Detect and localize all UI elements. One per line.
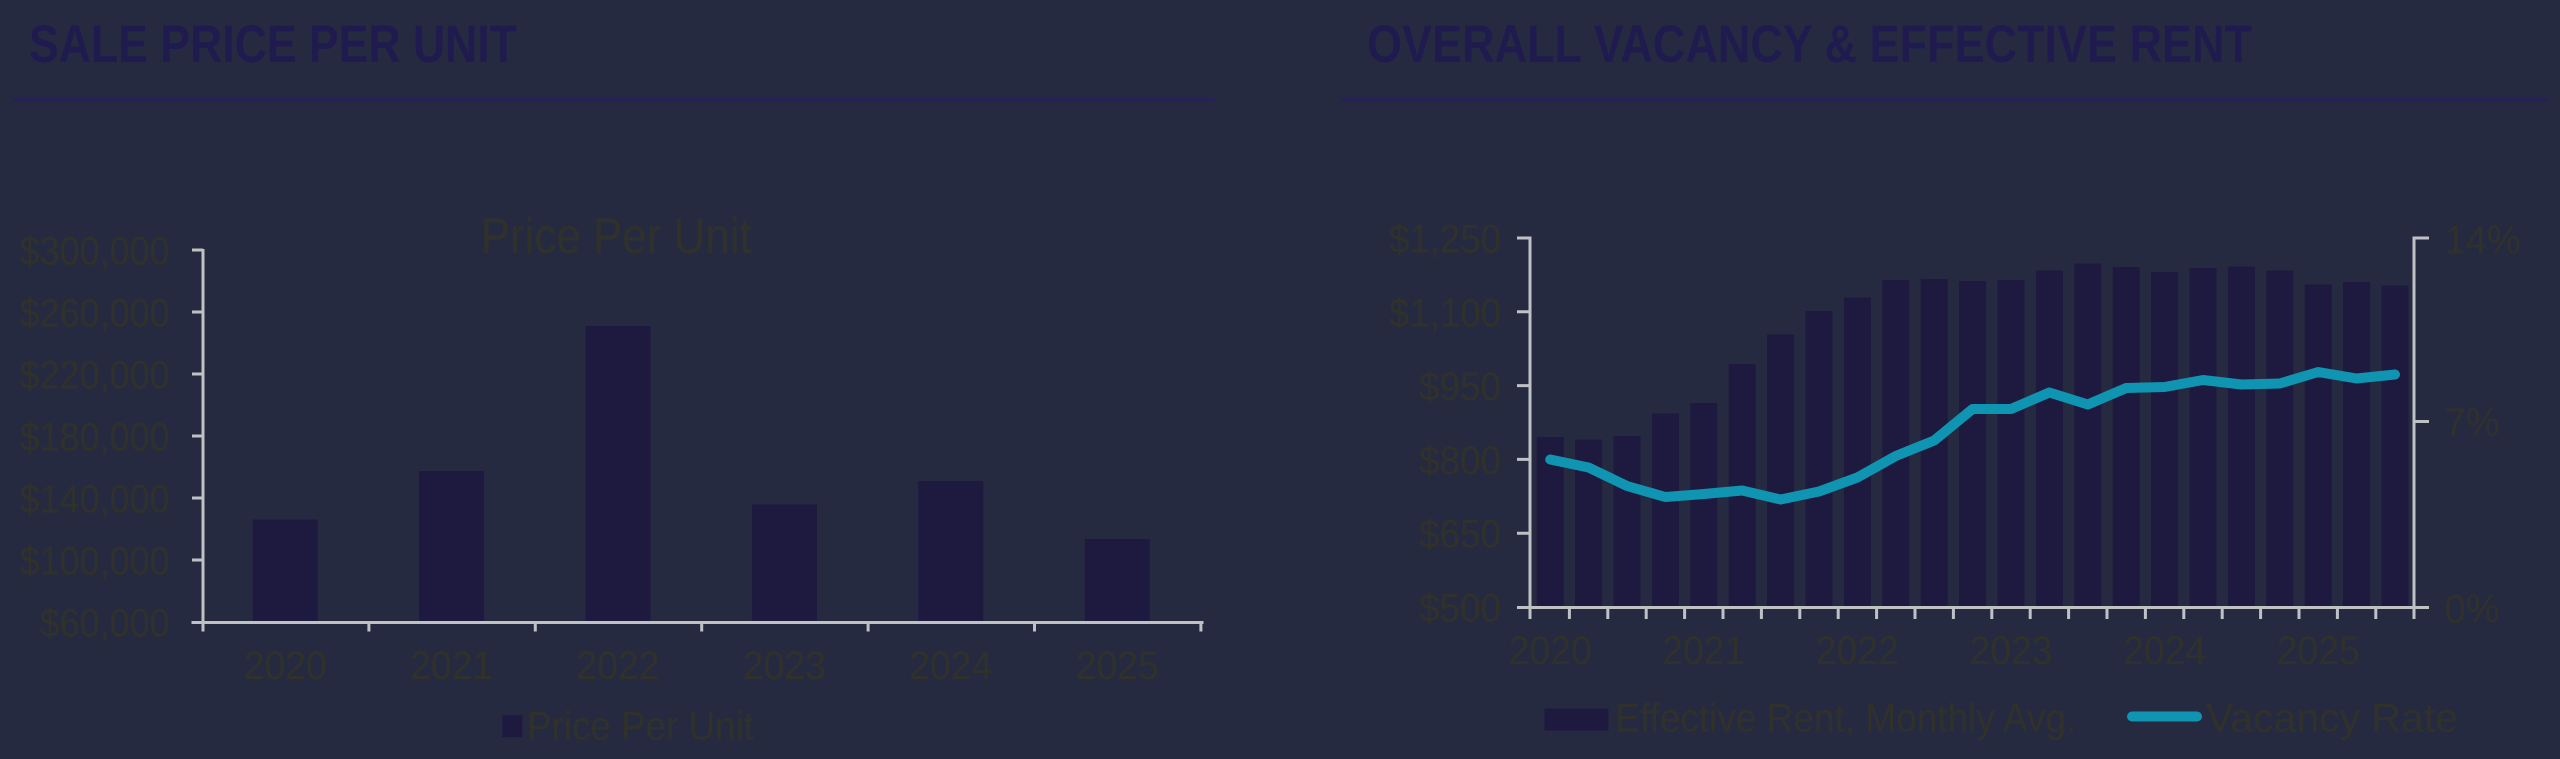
- svg-text:Vacancy Rate: Vacancy Rate: [2206, 697, 2458, 741]
- svg-text:$300,000: $300,000: [20, 230, 170, 274]
- svg-text:2023: 2023: [1970, 629, 2053, 673]
- svg-text:Price Per Unit: Price Per Unit: [481, 208, 752, 264]
- svg-text:$260,000: $260,000: [20, 292, 170, 336]
- svg-text:OVERALL VACANCY & EFFECTIVE RE: OVERALL VACANCY & EFFECTIVE RENT: [1367, 15, 2252, 74]
- svg-text:0%: 0%: [2445, 588, 2500, 632]
- svg-text:Effective Rent, Monthly Avg.: Effective Rent, Monthly Avg.: [1615, 697, 2076, 741]
- svg-text:2024: 2024: [909, 644, 992, 688]
- svg-text:$800: $800: [1419, 439, 1501, 483]
- svg-text:2024: 2024: [2123, 629, 2206, 673]
- svg-text:7%: 7%: [2445, 401, 2500, 445]
- svg-text:$140,000: $140,000: [20, 478, 170, 522]
- svg-text:2022: 2022: [577, 644, 660, 688]
- svg-text:$650: $650: [1419, 513, 1501, 557]
- svg-text:$180,000: $180,000: [20, 416, 170, 460]
- svg-text:Price Per Unit: Price Per Unit: [527, 705, 754, 749]
- svg-text:2020: 2020: [1509, 629, 1592, 673]
- svg-text:2021: 2021: [410, 644, 493, 688]
- svg-text:2021: 2021: [1662, 629, 1745, 673]
- svg-text:2025: 2025: [2277, 629, 2360, 673]
- svg-text:14%: 14%: [2445, 219, 2521, 263]
- svg-text:$1,250: $1,250: [1389, 218, 1501, 262]
- svg-text:$100,000: $100,000: [20, 540, 170, 584]
- svg-text:$950: $950: [1419, 365, 1501, 409]
- svg-text:2020: 2020: [244, 644, 327, 688]
- svg-text:SALE PRICE PER UNIT: SALE PRICE PER UNIT: [29, 15, 517, 74]
- svg-text:$60,000: $60,000: [40, 602, 170, 646]
- svg-text:$220,000: $220,000: [20, 354, 170, 398]
- svg-text:2022: 2022: [1816, 629, 1899, 673]
- svg-text:2025: 2025: [1076, 644, 1159, 688]
- svg-text:$1,100: $1,100: [1389, 291, 1501, 335]
- svg-text:2023: 2023: [743, 644, 826, 688]
- svg-text:$500: $500: [1419, 587, 1501, 631]
